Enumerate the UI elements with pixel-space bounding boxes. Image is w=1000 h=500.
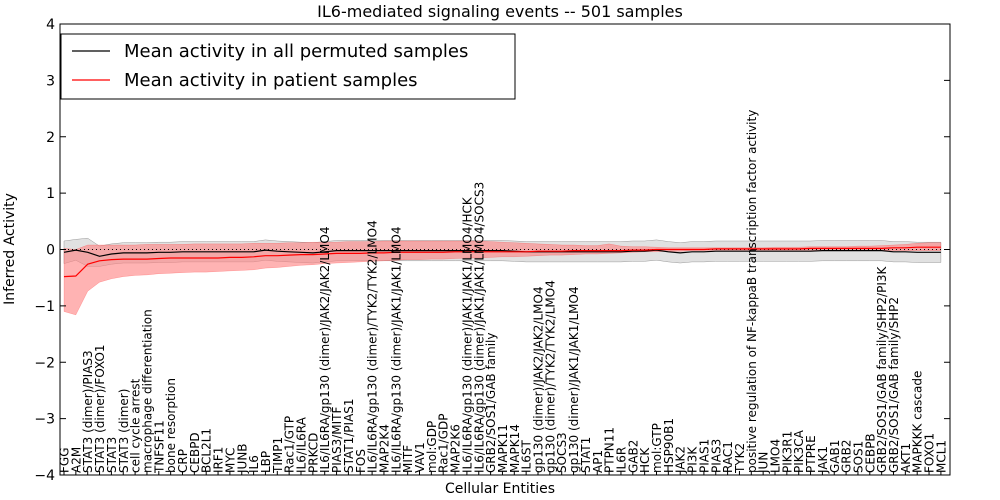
x-tick-label: PIAS3 xyxy=(709,439,723,473)
x-tick-label: CEBPD xyxy=(188,432,202,473)
x-tick-label: IL6ST xyxy=(520,440,534,473)
y-tick-label: 3 xyxy=(46,73,55,89)
x-tick-label: PIK3CA xyxy=(792,429,806,473)
x-tick-label: BCL2L1 xyxy=(200,428,214,473)
chart-title: IL6-mediated signaling events -- 501 sam… xyxy=(317,2,683,21)
x-tick-label: STAT3 (dimer)/PIAS3 xyxy=(81,350,95,473)
x-tick-label: positive regulation of NF-kappaB transcr… xyxy=(745,110,759,473)
x-tick-label: FGG xyxy=(58,448,72,474)
y-tick-label: 2 xyxy=(46,130,55,146)
legend-patient-label: Mean activity in patient samples xyxy=(124,70,418,91)
x-tick-label: IL6 xyxy=(247,455,261,473)
x-tick-label: MAP2K6 xyxy=(449,424,463,473)
x-tick-label: JAK1 xyxy=(816,446,830,474)
x-tick-label: PIAS1 xyxy=(697,439,711,473)
x-tick-label: PIAS3/MITF xyxy=(330,406,344,473)
x-tick-label: macrophage differentiation xyxy=(140,309,154,473)
x-tick-label: TNFSF11 xyxy=(152,420,166,474)
x-tick-label: SOS1 xyxy=(851,441,865,473)
x-tick-label: gp130 (dimer)/TYK2/TYK2/LMO4 xyxy=(543,280,557,473)
x-tick-label: IL6/IL6RA/gp130 (dimer)/JAK1/JAK1/LMO4 xyxy=(389,227,403,473)
x-tick-label: RAC1 xyxy=(721,441,735,473)
legend: Mean activity in all permuted samples Mea… xyxy=(60,33,516,100)
x-tick-label: MAP2K4 xyxy=(377,424,391,473)
x-tick-label: PTPRE xyxy=(804,435,818,473)
x-tick-label: Rac1/GDP xyxy=(437,414,451,473)
x-tick-label: MYC xyxy=(223,448,237,473)
x-tick-label: mol:GTP xyxy=(650,423,664,473)
x-tick-label: AKT1 xyxy=(899,443,913,473)
x-tick-label: SOCS3 xyxy=(555,432,569,473)
x-tick-label: AP1 xyxy=(591,450,605,473)
x-tick-label: MITF xyxy=(401,445,415,473)
x-tick-label: TIMP1 xyxy=(271,437,285,474)
y-tick-label: 4 xyxy=(46,17,55,33)
x-tick-label: TYK2 xyxy=(733,443,747,474)
x-tick-label: VAV1 xyxy=(413,442,427,473)
x-tick-label: GRB2/SOS1/GAB family/SHP2 xyxy=(887,297,901,473)
x-tick-label: GAB2 xyxy=(626,440,640,473)
x-tick-label: IL6/IL6RA/gp130 (dimer)/JAK1/JAK1/LMO4/S… xyxy=(472,182,486,473)
x-tick-label: GRB2/SOS1/GAB family xyxy=(484,333,498,474)
x-tick-label: IL6/IL6RA/gp130 (dimer)/TYK2/TYK2/LMO4 xyxy=(366,220,380,473)
x-tick-label: STAT3 (dimer) xyxy=(117,389,131,473)
x-axis-label: Cellular Entities xyxy=(445,481,555,497)
x-tick-label: FOXO1 xyxy=(923,433,937,473)
y-axis: −4 −3 −2 −1 0 1 2 3 4 xyxy=(34,17,950,484)
y-tick-label: −3 xyxy=(34,412,55,428)
x-tick-label: PRKCD xyxy=(306,433,320,473)
legend-box xyxy=(60,33,516,100)
x-tick-label: Rac1/GTP xyxy=(283,416,297,473)
x-tick-label: CRP xyxy=(176,449,190,473)
x-tick-label: IL6/IL6RA xyxy=(295,416,309,473)
x-tick-label: JUN xyxy=(757,452,771,474)
y-tick-label: 0 xyxy=(46,243,55,259)
x-tick-label: MAPK14 xyxy=(508,424,522,473)
patient-samples-band xyxy=(63,240,942,316)
x-tick-label: FOS xyxy=(354,449,368,473)
x-tick-label: PI3K xyxy=(686,446,700,473)
legend-permuted-label: Mean activity in all permuted samples xyxy=(124,41,468,62)
x-tick-label: gp130 (dimer)/JAK2/JAK2/LMO4 xyxy=(532,286,546,473)
x-tick-label: A2M xyxy=(69,447,83,473)
x-tick-label: JAK2 xyxy=(674,446,688,474)
x-tick-label: LMO4 xyxy=(769,439,783,473)
x-tick-label: GRB2/SOS1/GAB family/SHP2/PI3K xyxy=(875,265,889,473)
x-tick-label: IRF1 xyxy=(212,447,226,473)
x-tick-label: IL6/IL6RA/gp130 (dimer)/JAK1/JAK1/LMO4/H… xyxy=(460,196,474,473)
x-tick-label: HCK xyxy=(638,447,652,473)
x-tick-label: cell cycle arrest xyxy=(129,378,143,473)
confidence-bands xyxy=(63,237,942,316)
y-tick-label: −1 xyxy=(34,299,55,315)
x-tick-label: gp130 (dimer)/JAK1/JAK1/LMO4 xyxy=(567,286,581,473)
x-tick-label: mol:GDP xyxy=(425,421,439,473)
x-tick-label: STAT3 (dimer)/FOXO1 xyxy=(93,344,107,473)
x-tick-label: HSP90B1 xyxy=(662,418,676,473)
x-tick-label: IL6R xyxy=(614,447,628,473)
x-tick-label: bone resorption xyxy=(164,378,178,473)
x-tick-label: CEBPB xyxy=(863,433,877,473)
x-tick-label: GRB2 xyxy=(840,439,854,473)
y-tick-label: −4 xyxy=(34,468,55,484)
y-tick-label: 1 xyxy=(46,186,55,202)
y-tick-label: −2 xyxy=(34,355,55,371)
x-tick-label: STAT3 xyxy=(105,437,119,473)
patient-samples-line xyxy=(63,246,941,278)
x-tick-label: PTPN11 xyxy=(603,427,617,473)
x-tick-label: LBP xyxy=(259,451,273,473)
x-tick-label: STAT1 xyxy=(579,437,593,473)
x-tick-label: PIK3R1 xyxy=(780,431,794,473)
x-tick-label: STAT1/PIAS1 xyxy=(342,398,356,473)
x-tick-label: MCL1 xyxy=(934,440,948,473)
series-lines xyxy=(60,246,950,278)
permuted-samples-line xyxy=(63,249,941,257)
y-axis-label: Inferred Activity xyxy=(2,193,18,305)
x-tick-label: JUNB xyxy=(235,443,249,474)
x-tick-label: MAPKKK cascade xyxy=(911,371,925,473)
x-tick-label: IL6/IL6RA/gp130 (dimer)/JAK2/JAK2/LMO4 xyxy=(318,227,332,473)
x-tick-label: MAPK11 xyxy=(496,424,510,473)
x-tick-label: GAB1 xyxy=(828,440,842,473)
